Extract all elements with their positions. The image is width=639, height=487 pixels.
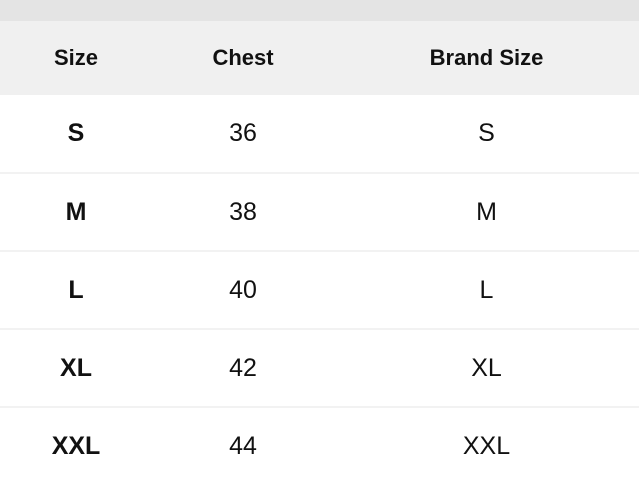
brand-size-cell: XL	[471, 353, 502, 382]
chest-cell: 42	[229, 353, 257, 382]
table-row: M 38 M	[0, 173, 639, 251]
size-cell: XXL	[51, 432, 101, 460]
size-cell: XL	[60, 353, 92, 382]
brand-size-cell: M	[476, 197, 497, 226]
size-cell: L	[68, 275, 84, 304]
table-row: L 40 L	[0, 251, 639, 329]
table-row: XL 42 XL	[0, 329, 639, 407]
top-band	[0, 0, 639, 21]
brand-size-cell: XXL	[462, 432, 511, 460]
header-size: Size	[53, 45, 99, 70]
chest-cell: 38	[229, 197, 257, 226]
table-row: S 36 S	[0, 95, 639, 173]
chest-cell: 44	[229, 432, 257, 460]
table-row: XXL 44 XXL	[0, 407, 639, 485]
chest-cell: 36	[229, 119, 257, 147]
header-chest: Chest	[212, 45, 274, 70]
header-row: Size Chest Brand Size	[0, 21, 639, 95]
size-cell: S	[67, 119, 85, 147]
size-cell: M	[65, 197, 87, 226]
chest-cell: 40	[229, 275, 257, 304]
size-chart-table: Size Chest Brand Size S 36 S M 38 M L 40…	[0, 21, 639, 485]
brand-size-cell: L	[479, 275, 494, 304]
header-brand-size: Brand Size	[429, 45, 544, 70]
brand-size-cell: S	[478, 119, 495, 147]
